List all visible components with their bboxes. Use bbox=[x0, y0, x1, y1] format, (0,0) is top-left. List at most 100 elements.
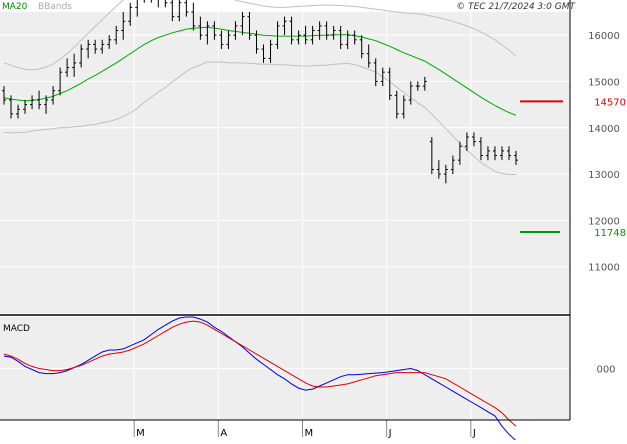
time-tick-label: J bbox=[388, 428, 392, 439]
price-bar bbox=[485, 146, 490, 161]
macd-panel-title: MACD bbox=[3, 324, 30, 334]
price-bar bbox=[247, 12, 252, 40]
price-bar bbox=[324, 21, 329, 40]
price-bar bbox=[408, 81, 413, 105]
price-tick-label: 12000 bbox=[588, 216, 620, 227]
price-bar bbox=[191, 2, 196, 31]
macd-gridlines bbox=[0, 317, 570, 420]
price-bar bbox=[457, 141, 462, 165]
price-bar bbox=[16, 104, 21, 119]
price-bar bbox=[352, 30, 357, 45]
bbands-upper-path bbox=[3, 0, 517, 71]
price-bar bbox=[422, 76, 427, 91]
price-bar bbox=[387, 67, 392, 100]
price-level-label: 14570 bbox=[594, 97, 626, 108]
macd-tick-label: 000 bbox=[596, 365, 615, 376]
price-bar bbox=[443, 164, 448, 184]
price-bar bbox=[514, 150, 518, 165]
price-bar bbox=[170, 0, 175, 22]
price-bar bbox=[121, 12, 126, 40]
price-bar bbox=[2, 86, 6, 105]
bbands-lower-line bbox=[3, 61, 516, 175]
price-bar bbox=[177, 0, 182, 22]
bbands-lower-path bbox=[3, 61, 516, 175]
price-axis: 11000 12000 13000 14000 15000 16000 bbox=[588, 31, 620, 274]
price-bar bbox=[471, 132, 476, 147]
price-bar bbox=[9, 95, 14, 119]
price-bar bbox=[282, 16, 287, 36]
legend-ma20: MA20 bbox=[2, 2, 28, 12]
macd-series bbox=[3, 316, 517, 441]
price-bar bbox=[436, 160, 441, 179]
price-bar bbox=[317, 21, 322, 40]
price-bar bbox=[366, 44, 371, 68]
price-bar bbox=[401, 95, 406, 119]
price-bar bbox=[58, 67, 63, 96]
price-bar bbox=[30, 95, 35, 110]
price-bar bbox=[114, 25, 119, 45]
price-bar bbox=[296, 30, 301, 45]
legend-bbands: BBands bbox=[38, 2, 72, 12]
bbands-upper-line bbox=[3, 0, 517, 71]
price-bar bbox=[380, 67, 385, 87]
price-panel-background bbox=[0, 12, 570, 313]
time-tick-label: M bbox=[304, 428, 313, 439]
price-tick-label: 11000 bbox=[588, 263, 620, 274]
time-tick-label: A bbox=[220, 428, 227, 439]
price-bar bbox=[143, 0, 145, 3]
price-bar bbox=[198, 16, 203, 40]
price-bar bbox=[205, 21, 210, 45]
price-bar bbox=[373, 58, 378, 87]
price-bar bbox=[164, 0, 168, 8]
price-bar bbox=[135, 0, 138, 17]
price-bar bbox=[464, 132, 469, 151]
price-bar bbox=[93, 39, 98, 54]
price-level-label: 11748 bbox=[594, 228, 626, 239]
price-bar bbox=[394, 90, 399, 119]
price-bar bbox=[303, 25, 308, 45]
price-tick-label: 16000 bbox=[588, 31, 620, 42]
price-bar bbox=[506, 146, 511, 161]
price-bars bbox=[2, 0, 518, 184]
price-bar bbox=[331, 25, 336, 40]
price-bar bbox=[499, 146, 504, 161]
macd-line bbox=[3, 316, 517, 441]
price-bar bbox=[338, 25, 343, 50]
price-bar bbox=[128, 2, 133, 26]
price-bar bbox=[79, 44, 84, 68]
time-tick-label: J bbox=[472, 428, 476, 439]
price-bar bbox=[86, 39, 91, 59]
price-tick-label: 14000 bbox=[588, 124, 620, 135]
time-tick-label: M bbox=[136, 428, 145, 439]
signal-line bbox=[3, 320, 517, 427]
price-bar bbox=[310, 25, 315, 45]
price-bar bbox=[450, 155, 455, 175]
price-level-lines: 14570 11748 bbox=[520, 97, 626, 239]
price-bar bbox=[150, 0, 152, 3]
price-bar bbox=[184, 0, 189, 17]
price-bar bbox=[415, 81, 420, 91]
price-bar bbox=[240, 12, 245, 36]
price-bar bbox=[289, 16, 294, 45]
ma20-line bbox=[3, 26, 517, 116]
price-bar bbox=[23, 99, 28, 114]
price-bar bbox=[226, 30, 231, 50]
price-bar bbox=[37, 90, 42, 110]
price-bar bbox=[359, 35, 364, 59]
price-tick-label: 15000 bbox=[588, 77, 620, 88]
price-bar bbox=[233, 21, 238, 40]
price-bar bbox=[254, 30, 259, 54]
copyright-text: © TEC 21/7/2024 3:0 GMT bbox=[456, 2, 576, 12]
price-bar bbox=[65, 58, 70, 77]
macd-axis: 000 bbox=[596, 365, 615, 376]
price-bar bbox=[478, 137, 483, 161]
price-bar bbox=[51, 86, 56, 105]
price-bar bbox=[44, 95, 49, 114]
price-bar bbox=[261, 44, 266, 63]
price-bar bbox=[345, 30, 350, 50]
price-bar bbox=[219, 30, 224, 50]
price-bar bbox=[107, 35, 112, 50]
